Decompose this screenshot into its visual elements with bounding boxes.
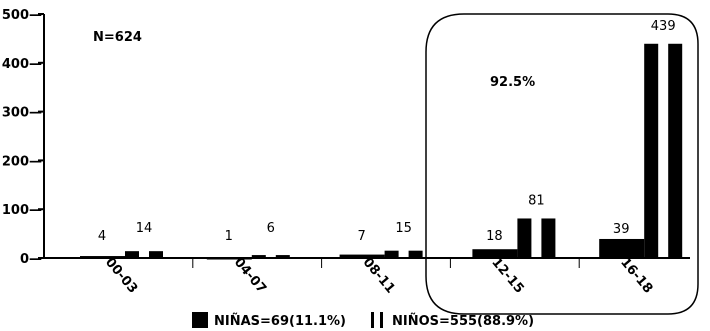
data-label-ninos: 15 [395,221,412,236]
sample-size-label: N=624 [93,30,142,45]
axes: 0— 100— 200— 300— 400— 500— 00-03 04-07 08-11 12-… [2,8,690,296]
y-tick-label: 100— [2,203,42,218]
data-label-ninas: 7 [357,229,365,244]
data-label-ninas: 1 [225,229,233,244]
legend-swatch-ninas [192,312,208,328]
bar-ninos-00-03 [125,251,139,258]
data-label-ninos: 81 [528,193,545,208]
x-tick-label-00-03: 00-03 [102,255,140,296]
callout-box [425,13,699,315]
x-tick-label-08-11: 08-11 [360,255,398,296]
x-tick-label-12-15: 12-15 [488,255,526,296]
value-labels: 4 14 1 6 7 15 18 81 39 439 [98,19,676,244]
legend-label-ninas: NIÑAS=69(11.1%) [214,313,346,329]
legend: NIÑAS=69(11.1%) NIÑOS=555(88.9%) [192,312,534,329]
y-tick-label: 500— [2,8,42,23]
bar-ninas-04-07 [206,257,252,260]
bars [80,43,683,260]
bar-ninos-repeat-12-15 [541,218,556,258]
bar-ninos-repeat-08-11 [408,250,423,258]
x-tick-label-04-07: 04-07 [231,255,269,296]
bar-ninos-08-11 [384,250,399,258]
data-label-ninos: 6 [267,221,275,236]
legend-label-ninos: NIÑOS=555(88.9%) [392,313,534,329]
data-label-ninas: 18 [486,229,503,244]
y-tick-label: 400— [2,57,42,72]
bar-ninas-08-11 [339,254,385,258]
legend-swatch-ninos-right [380,312,383,328]
bar-ninos-repeat-04-07 [275,255,290,258]
x-tick-label-16-18: 16-18 [617,255,655,296]
data-label-ninas: 4 [98,229,106,244]
bar-ninas-12-15 [472,249,518,258]
bar-ninos-repeat-00-03 [149,251,163,258]
bar-ninas-16-18 [599,238,645,258]
y-tick-label: 0— [20,252,42,267]
y-tick-label: 300— [2,106,42,121]
bar-ninos-04-07 [251,255,266,258]
bar-ninos-16-18 [644,43,659,258]
callout-percentage: 92.5% [490,75,535,90]
y-tick-label: 200— [2,154,42,169]
bar-ninos-repeat-16-18 [668,43,683,258]
bar-ninas-00-03 [80,256,125,259]
legend-swatch-ninos [371,312,374,328]
data-label-ninos: 14 [136,221,153,236]
data-label-ninas: 39 [613,222,630,237]
bar-ninos-12-15 [517,218,532,258]
data-label-ninos: 439 [651,19,676,34]
